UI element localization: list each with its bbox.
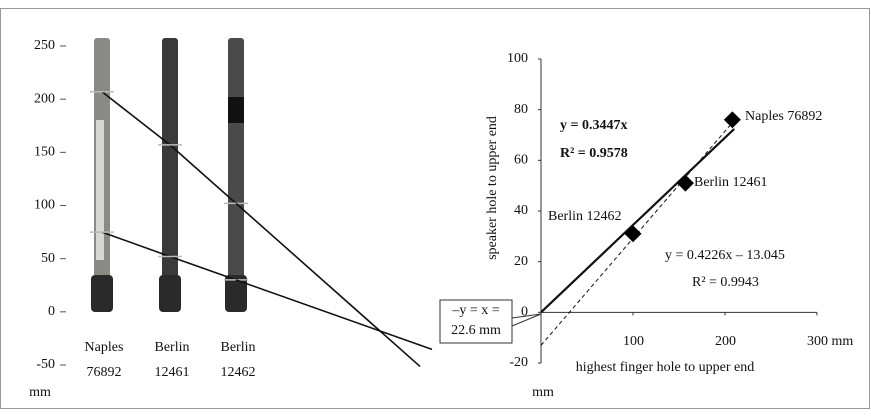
fit-equation: y = 0.4226x – 13.045 xyxy=(665,248,785,263)
extension xyxy=(236,203,420,366)
x-tick-label: 300 mm xyxy=(807,334,853,349)
pipe xyxy=(228,38,244,312)
y-tick-label: 20 xyxy=(514,254,528,269)
y-tick-label: 80 xyxy=(514,102,528,117)
fit-r2: R² = 0.9943 xyxy=(692,275,759,290)
point-label: Naples 76892 xyxy=(745,109,822,124)
point xyxy=(625,225,642,242)
y-tick-label: 0 xyxy=(48,304,55,319)
y-tick-label: -20 xyxy=(509,355,528,370)
y-tick-label: 50 xyxy=(41,251,55,266)
frame xyxy=(1,9,870,409)
pipe-highlight xyxy=(96,120,104,260)
pipe-key xyxy=(228,97,244,123)
pipe xyxy=(162,38,178,312)
y-tick-label: 200 xyxy=(34,91,55,106)
y-tick-label: 40 xyxy=(514,203,528,218)
figure: -50 0 50 100 150 200 250 mm Naples 76892 Berlin 124… xyxy=(0,0,871,411)
y-unit: mm xyxy=(29,385,51,400)
pipe-label: Berlin xyxy=(221,340,256,355)
fit-equation: y = 0.3447x xyxy=(560,118,627,133)
x-axis-title: highest finger hole to upper end xyxy=(576,360,754,375)
pipe-label: 12462 xyxy=(221,365,256,380)
point-label: Berlin 12461 xyxy=(694,175,768,190)
x-tick-label: 100 xyxy=(623,334,644,349)
y-unit: mm xyxy=(532,385,554,400)
pipe-label: 76892 xyxy=(87,365,122,380)
pipe-label: Naples xyxy=(85,340,124,355)
callout-text: –y = x = xyxy=(451,303,499,318)
x-tick-label: 200 xyxy=(715,334,736,349)
y-tick-label: 100 xyxy=(507,51,528,66)
pipe-foot xyxy=(91,275,113,312)
page: {"chart_data": [ {"type": "photo", "ylim… xyxy=(0,0,871,411)
point-label: Berlin 12462 xyxy=(548,209,622,224)
y-tick-label: -50 xyxy=(36,357,55,372)
y-tick-label: 100 xyxy=(34,198,55,213)
y-axis-title: speaker hole to upper end xyxy=(485,116,500,260)
pipe-foot xyxy=(159,275,181,312)
y-tick-label: 60 xyxy=(514,153,528,168)
fit-r2: R² = 0.9578 xyxy=(560,146,628,161)
y-tick-label: 250 xyxy=(34,38,55,53)
pipe-label: 12461 xyxy=(155,365,190,380)
y-tick-label: 150 xyxy=(34,145,55,160)
point xyxy=(724,111,741,128)
point xyxy=(677,175,694,192)
pipe-label: Berlin xyxy=(155,340,190,355)
callout-text: 22.6 mm xyxy=(451,323,501,338)
